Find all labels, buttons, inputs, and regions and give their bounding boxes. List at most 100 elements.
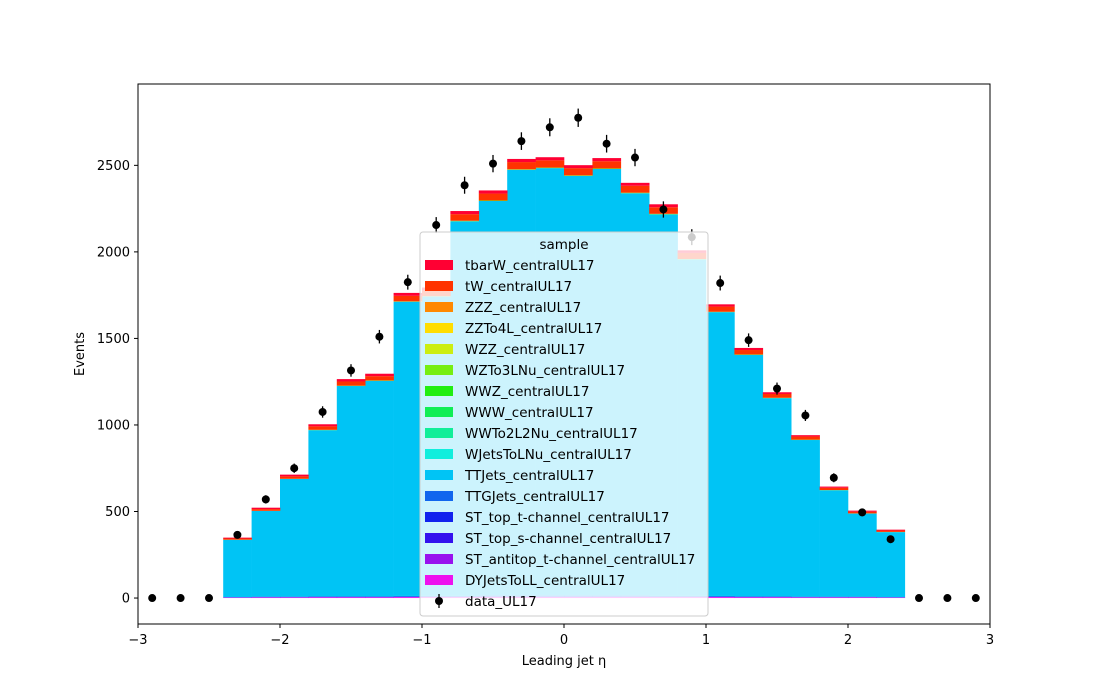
bar [280, 474, 309, 477]
bar [365, 597, 394, 599]
y-tick-label: 1500 [97, 332, 130, 347]
legend-entry: tbarW_centralUL17 [425, 258, 595, 274]
bar [393, 597, 423, 599]
data-point [290, 464, 299, 473]
bar [251, 596, 281, 598]
data-point [148, 594, 157, 603]
data-point [233, 530, 242, 539]
legend-entry: TTGJets_centralUL17 [425, 489, 605, 505]
data-point [403, 278, 412, 287]
bar [734, 596, 764, 597]
bar [762, 393, 792, 398]
bar [251, 510, 281, 597]
bar [791, 440, 820, 597]
legend-entry: WZTo3LNu_centralUL17 [425, 363, 625, 379]
x-tick-label: −1 [412, 633, 431, 648]
bar [336, 597, 366, 599]
data-point [773, 384, 781, 393]
legend-swatch [425, 428, 453, 438]
bar [762, 596, 792, 597]
bar [592, 168, 622, 169]
bar [393, 301, 423, 596]
legend-marker [435, 597, 443, 605]
legend-label: WZTo3LNu_centralUL17 [465, 363, 625, 379]
data-point [943, 594, 952, 603]
bar [762, 597, 792, 599]
legend-swatch [425, 554, 453, 564]
legend-label: ST_top_t-channel_centralUL17 [465, 510, 670, 526]
bar [450, 211, 480, 215]
legend-entry: ZZZ_centralUL17 [425, 300, 581, 316]
legend-label: TTGJets_centralUL17 [464, 489, 605, 505]
bar [620, 192, 650, 194]
legend-entry: WWZ_centralUL17 [425, 384, 589, 400]
legend-label: tbarW_centralUL17 [465, 258, 595, 274]
bar [223, 539, 252, 597]
bar [280, 476, 309, 479]
bar [450, 220, 480, 222]
data-point [829, 473, 838, 482]
bar [706, 312, 735, 596]
bar [592, 161, 622, 169]
data-point [375, 332, 384, 341]
data-point [744, 336, 753, 345]
bar [308, 596, 338, 597]
bar [819, 597, 849, 599]
bar [848, 513, 877, 597]
data-point [318, 407, 327, 416]
data-point [971, 594, 980, 603]
bar [706, 304, 735, 307]
x-axis: −3 −2 −1 0 1 2 3 [128, 624, 994, 648]
bar [280, 597, 309, 599]
legend-label: WWZ_centralUL17 [465, 384, 589, 400]
legend-title: sample [539, 237, 588, 253]
bar [564, 168, 593, 176]
legend-swatch [425, 575, 453, 585]
x-tick-label: 3 [986, 633, 994, 648]
bar [848, 596, 877, 598]
legend-swatch [425, 512, 453, 522]
legend-label: ST_top_s-channel_centralUL17 [465, 531, 671, 547]
bar [251, 509, 281, 511]
legend-swatch [425, 344, 453, 354]
y-tick-label: 0 [122, 592, 130, 607]
bar [223, 538, 252, 540]
data-point [716, 279, 725, 288]
bar [620, 182, 650, 186]
legend-entry: DYJetsToLL_centralUL17 [425, 573, 625, 589]
data-point [574, 113, 583, 122]
bar [478, 200, 508, 201]
bar [336, 386, 366, 597]
x-axis-label: Leading jet η [522, 654, 607, 669]
legend-swatch [425, 365, 453, 375]
legend-entry: WZZ_centralUL17 [425, 342, 585, 358]
bar [734, 597, 764, 599]
legend-entry: ZZTo4L_centralUL17 [425, 321, 602, 337]
legend-entry: ST_antitop_t-channel_centralUL17 [425, 552, 695, 568]
bar [592, 158, 622, 162]
bar [478, 193, 508, 201]
bar [706, 306, 735, 312]
bar [734, 347, 764, 351]
legend-label: WZZ_centralUL17 [465, 342, 585, 358]
legend-label: ZZTo4L_centralUL17 [465, 321, 602, 337]
legend-swatch [425, 407, 453, 417]
x-tick-label: 0 [560, 633, 568, 648]
bar [819, 486, 849, 488]
bar [280, 478, 309, 597]
bar [507, 158, 536, 163]
bar [308, 424, 338, 427]
legend-box [419, 231, 709, 617]
y-tick-label: 1000 [97, 418, 130, 433]
bar [365, 596, 394, 597]
bar [791, 597, 820, 599]
legend-label: tW_centralUL17 [465, 279, 572, 295]
legend-entry: ST_top_s-channel_centralUL17 [425, 531, 671, 547]
bar [251, 507, 281, 510]
bar [336, 379, 366, 382]
bar [791, 436, 820, 440]
bar [507, 169, 536, 170]
bar [450, 214, 480, 221]
legend-label: ZZZ_centralUL17 [465, 300, 581, 316]
y-axis: 0 500 1000 1500 2000 2500 [97, 159, 138, 607]
